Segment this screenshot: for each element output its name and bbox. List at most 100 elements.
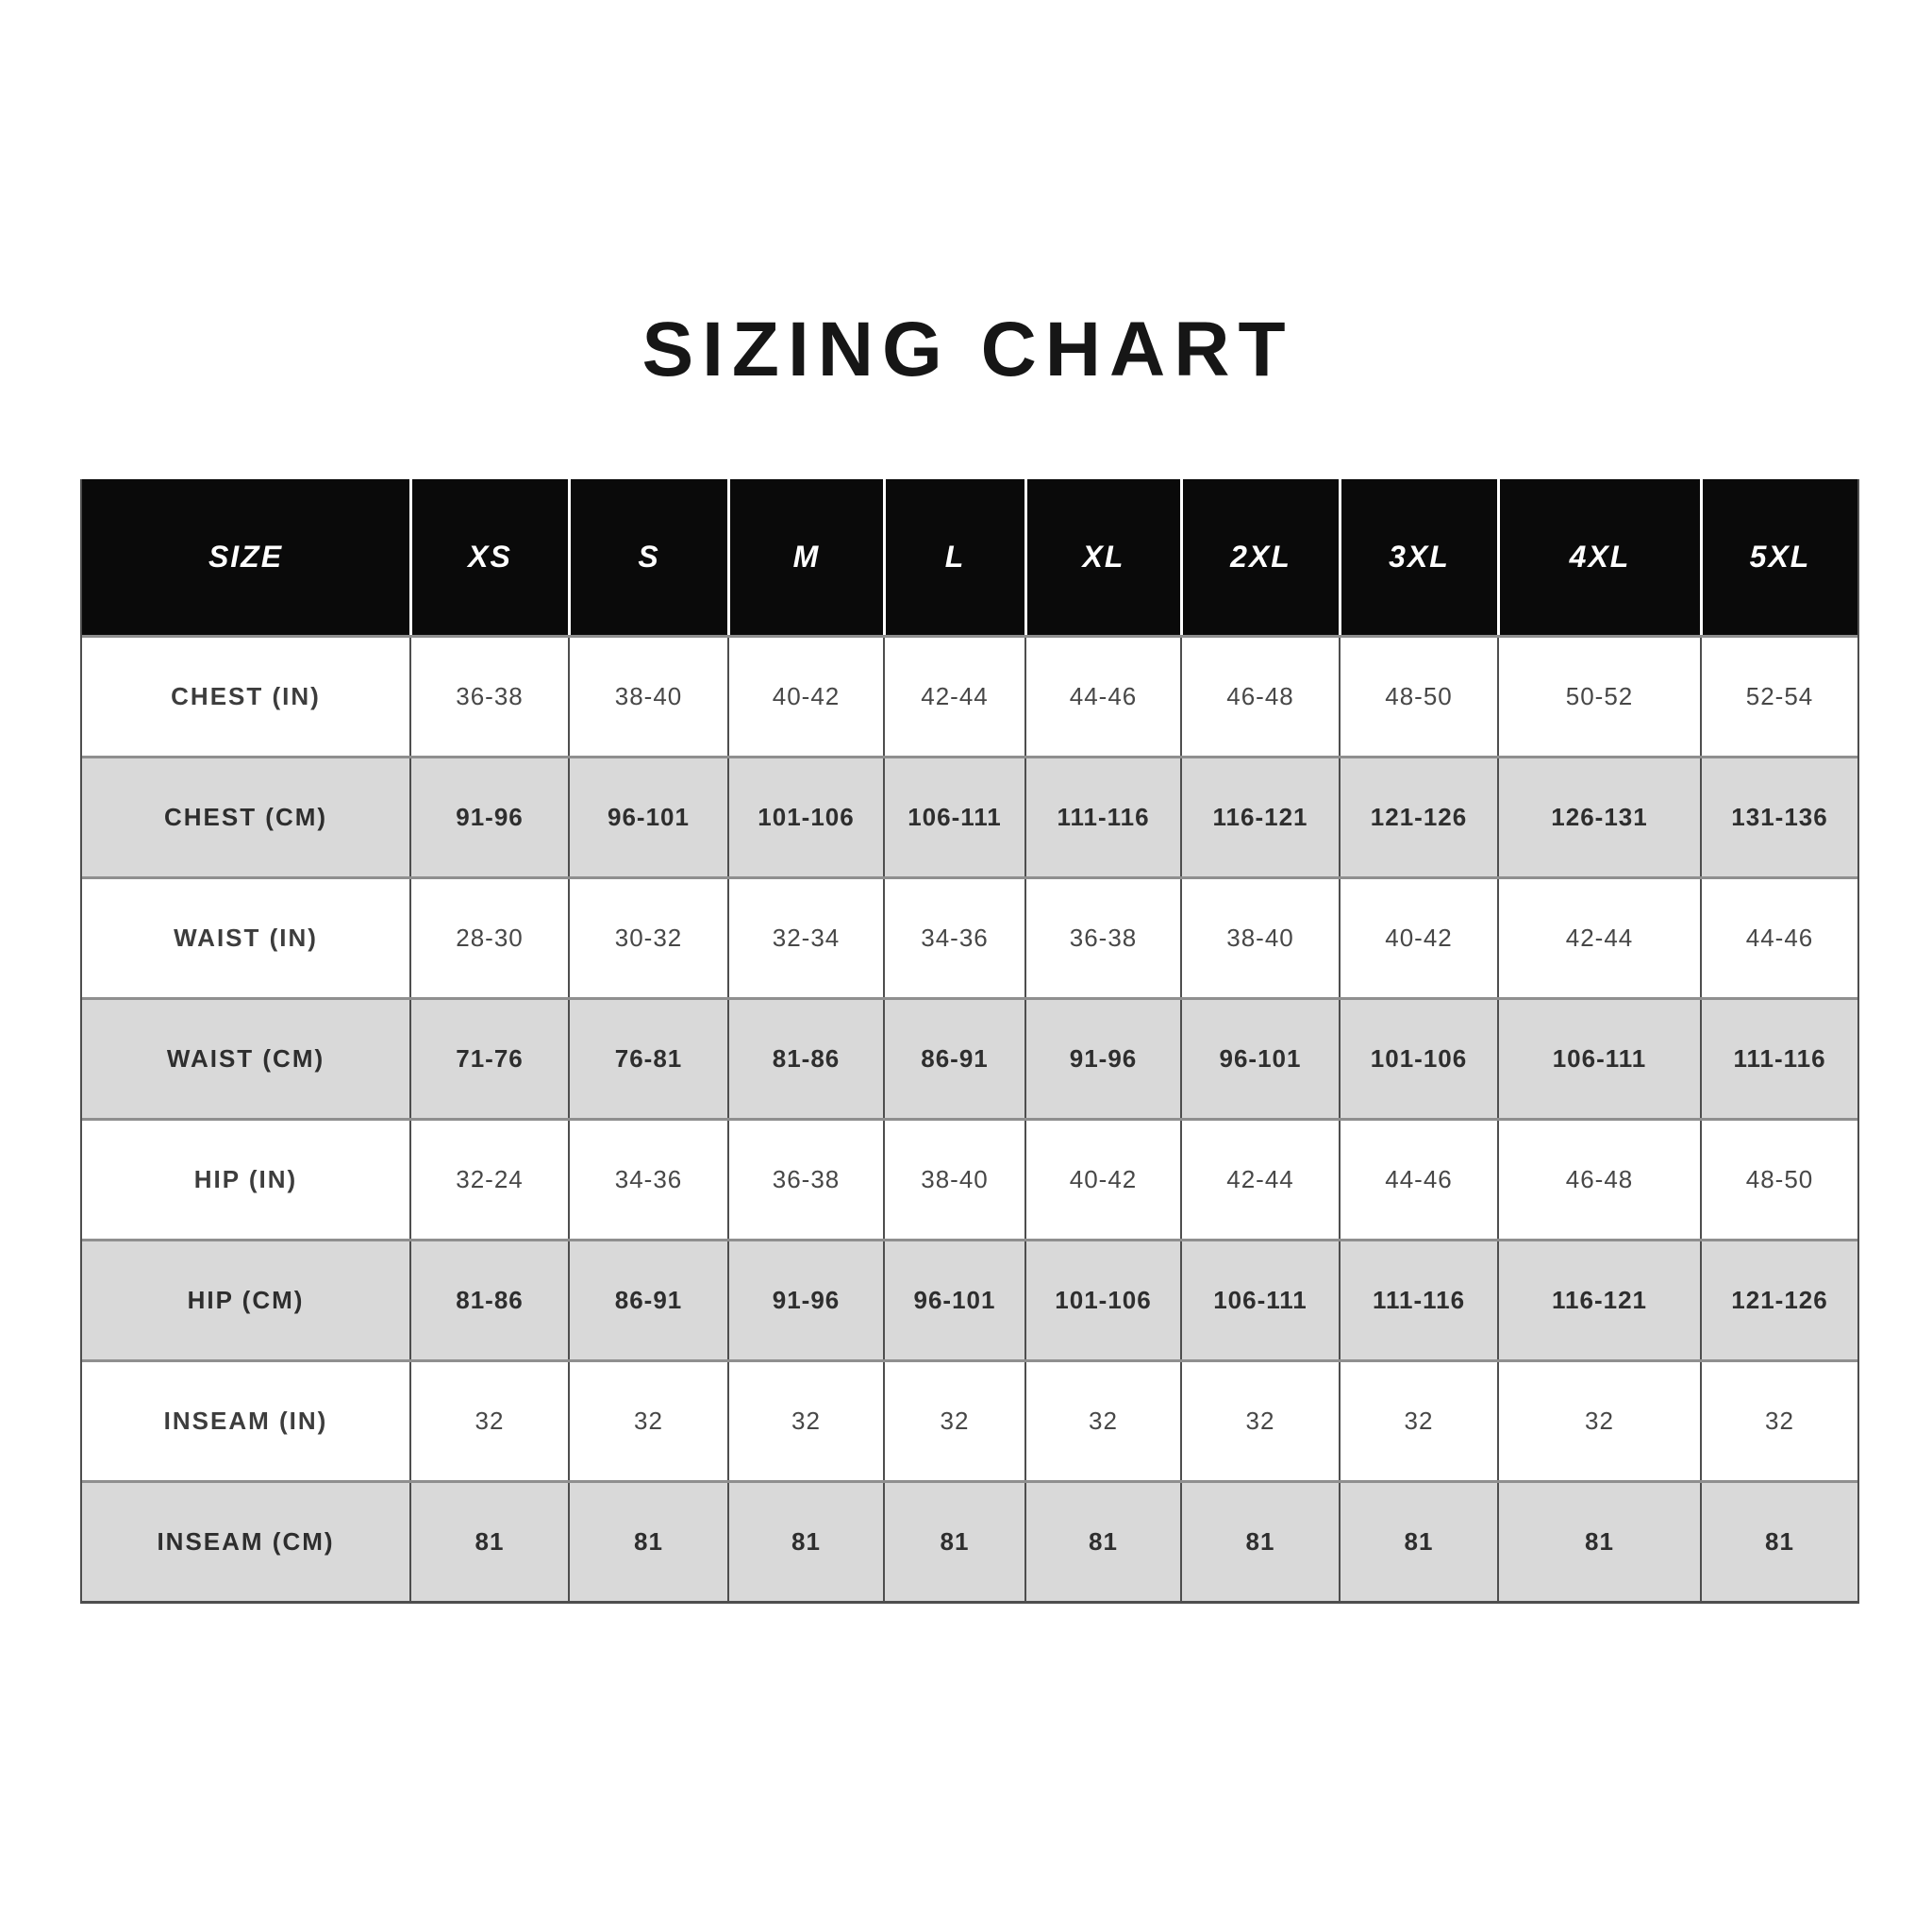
table-row: WAIST (CM) 71-76 76-81 81-86 86-91 91-96 96-10… xyxy=(82,997,1857,1118)
table-cell: 38-40 xyxy=(1180,879,1339,997)
table-cell: 28-30 xyxy=(409,879,568,997)
table-cell: 32 xyxy=(1024,1362,1180,1480)
table-cell: 32 xyxy=(1497,1362,1700,1480)
table-cell: 96-101 xyxy=(1180,1000,1339,1118)
table-cell: 111-116 xyxy=(1339,1241,1497,1359)
table-cell: 32 xyxy=(409,1362,568,1480)
table-cell: 44-46 xyxy=(1339,1121,1497,1239)
row-label: WAIST (CM) xyxy=(82,1000,409,1118)
column-header-l: L xyxy=(883,479,1024,635)
column-header-3xl: 3XL xyxy=(1339,479,1497,635)
table-cell: 32 xyxy=(1180,1362,1339,1480)
table-cell: 48-50 xyxy=(1339,638,1497,756)
table-cell: 40-42 xyxy=(1024,1121,1180,1239)
table-cell: 131-136 xyxy=(1700,758,1857,876)
table-cell: 126-131 xyxy=(1497,758,1700,876)
table-cell: 44-46 xyxy=(1024,638,1180,756)
table-cell: 32 xyxy=(883,1362,1024,1480)
table-cell: 91-96 xyxy=(1024,1000,1180,1118)
table-cell: 81 xyxy=(1024,1483,1180,1601)
table-cell: 121-126 xyxy=(1700,1241,1857,1359)
page-title: SIZING CHART xyxy=(641,307,1294,392)
table-cell: 32-24 xyxy=(409,1121,568,1239)
table-cell: 81-86 xyxy=(409,1241,568,1359)
table-cell: 106-111 xyxy=(1180,1241,1339,1359)
table-cell: 38-40 xyxy=(568,638,727,756)
table-cell: 36-38 xyxy=(1024,879,1180,997)
table-cell: 32 xyxy=(568,1362,727,1480)
table-row: CHEST (IN) 36-38 38-40 40-42 42-44 44-46 46-48… xyxy=(82,635,1857,756)
row-label: INSEAM (IN) xyxy=(163,1407,328,1435)
column-header-m: M xyxy=(727,479,883,635)
table-cell: 96-101 xyxy=(883,1241,1024,1359)
table-row: WAIST (IN) 28-30 30-32 32-34 34-36 36-38 38-40… xyxy=(82,876,1857,997)
table-cell: 76-81 xyxy=(568,1000,727,1118)
table-cell: 101-106 xyxy=(727,758,883,876)
table-cell: 34-36 xyxy=(883,879,1024,997)
table-cell: 116-121 xyxy=(1497,1241,1700,1359)
table-cell: 32 xyxy=(727,1362,883,1480)
column-header-xl: XL xyxy=(1024,479,1180,635)
table-cell: 81 xyxy=(1339,1483,1497,1601)
table-row: HIP (CM) 81-86 86-91 91-96 96-101 101-106 106-… xyxy=(82,1239,1857,1359)
table-cell: 91-96 xyxy=(727,1241,883,1359)
table-cell: 81 xyxy=(883,1483,1024,1601)
table-cell: 91-96 xyxy=(409,758,568,876)
table-cell: 46-48 xyxy=(1180,638,1339,756)
column-header-size: SIZE xyxy=(82,479,409,635)
table-cell: 52-54 xyxy=(1700,638,1857,756)
table-cell: 36-38 xyxy=(409,638,568,756)
table-row: HIP (IN) 32-24 34-36 36-38 38-40 40-42 42-44 44… xyxy=(82,1118,1857,1239)
row-label: CHEST (IN) xyxy=(171,682,321,710)
table-cell: 36-38 xyxy=(727,1121,883,1239)
table-row: INSEAM (IN) 32 32 32 32 32 32 32 32 32 xyxy=(82,1359,1857,1480)
header-row: SIZE XS S M L XL 2XL 3XL 4XL 5XL xyxy=(82,479,1857,635)
table-cell: 106-111 xyxy=(883,758,1024,876)
row-label: WAIST (IN) xyxy=(174,924,318,952)
table-cell: 81 xyxy=(1497,1483,1700,1601)
row-label: INSEAM (CM) xyxy=(82,1483,409,1601)
table-cell: 81 xyxy=(727,1483,883,1601)
table-cell: 42-44 xyxy=(1497,879,1700,997)
table-cell: 96-101 xyxy=(568,758,727,876)
table-cell: 101-106 xyxy=(1024,1241,1180,1359)
table-cell: 30-32 xyxy=(568,879,727,997)
row-label: CHEST (CM) xyxy=(82,758,409,876)
table-cell: 34-36 xyxy=(568,1121,727,1239)
table-cell: 81 xyxy=(1180,1483,1339,1601)
table-cell: 46-48 xyxy=(1497,1121,1700,1239)
table-row: INSEAM (CM) 81 81 81 81 81 81 81 81 81 xyxy=(82,1480,1857,1601)
row-label: HIP (IN) xyxy=(193,1165,298,1193)
column-header-s: S xyxy=(568,479,727,635)
column-header-4xl: 4XL xyxy=(1497,479,1700,635)
table-cell: 40-42 xyxy=(727,638,883,756)
table-cell: 111-116 xyxy=(1700,1000,1857,1118)
table-cell: 38-40 xyxy=(883,1121,1024,1239)
table-cell: 86-91 xyxy=(568,1241,727,1359)
table-cell: 42-44 xyxy=(1180,1121,1339,1239)
table-cell: 81 xyxy=(568,1483,727,1601)
table-cell: 32 xyxy=(1339,1362,1497,1480)
column-header-2xl: 2XL xyxy=(1180,479,1339,635)
row-label: HIP (CM) xyxy=(82,1241,409,1359)
table-cell: 81 xyxy=(1700,1483,1857,1601)
table-row: CHEST (CM) 91-96 96-101 101-106 106-111 111-1… xyxy=(82,756,1857,876)
table-cell: 81-86 xyxy=(727,1000,883,1118)
sizing-table: SIZE XS S M L XL 2XL 3XL 4XL 5XL CHEST (IN) 36-38 3… xyxy=(80,479,1859,1604)
table-cell: 121-126 xyxy=(1339,758,1497,876)
table-cell: 40-42 xyxy=(1339,879,1497,997)
table-cell: 50-52 xyxy=(1497,638,1700,756)
table-cell: 32 xyxy=(1700,1362,1857,1480)
column-header-xs: XS xyxy=(409,479,568,635)
table-cell: 111-116 xyxy=(1024,758,1180,876)
table-cell: 106-111 xyxy=(1497,1000,1700,1118)
table-cell: 116-121 xyxy=(1180,758,1339,876)
table-cell: 86-91 xyxy=(883,1000,1024,1118)
column-header-5xl: 5XL xyxy=(1700,479,1857,635)
table-cell: 44-46 xyxy=(1700,879,1857,997)
table-cell: 71-76 xyxy=(409,1000,568,1118)
table-cell: 32-34 xyxy=(727,879,883,997)
table-cell: 48-50 xyxy=(1700,1121,1857,1239)
table-cell: 101-106 xyxy=(1339,1000,1497,1118)
